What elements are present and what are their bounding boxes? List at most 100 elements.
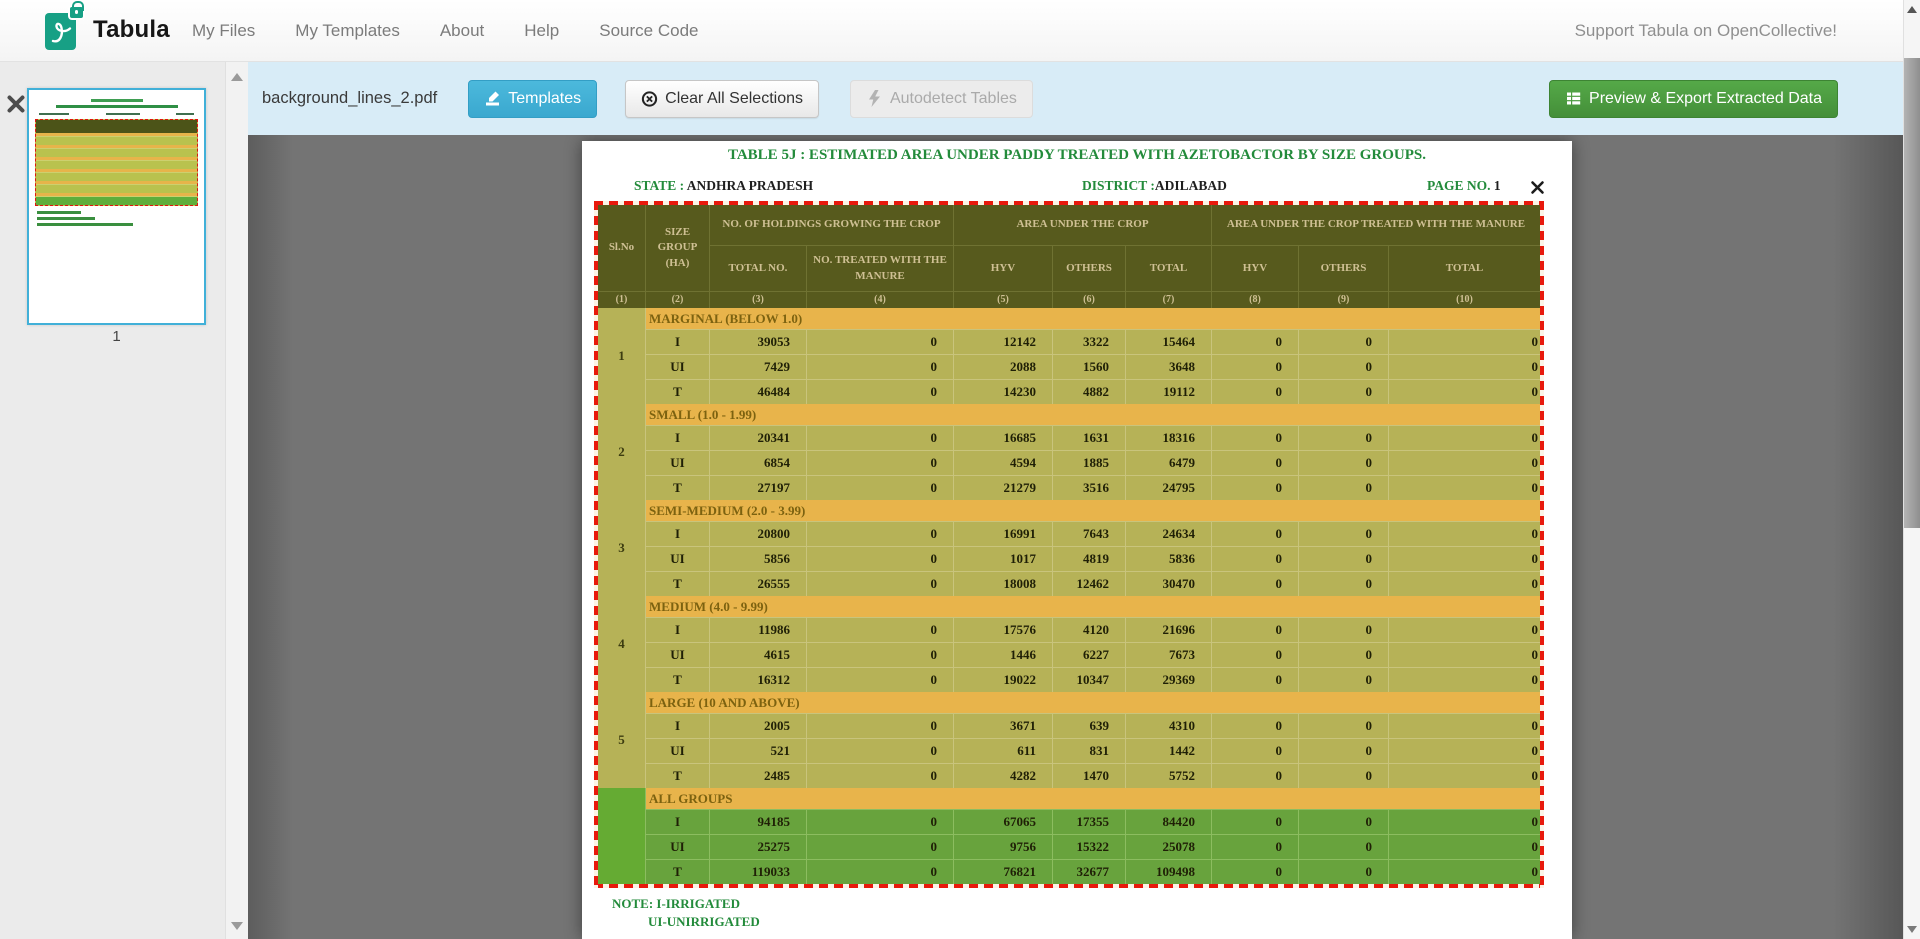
header-cell: Sl.No — [598, 205, 645, 291]
section-band: MEDIUM (4.0 - 9.99) — [646, 596, 1540, 617]
thumb-rows — [36, 136, 197, 145]
data-cell: 0 — [807, 380, 953, 404]
nav-item-source-code[interactable]: Source Code — [599, 21, 699, 40]
data-cell: 20341 — [710, 426, 806, 450]
thumb-rows — [36, 196, 197, 205]
browser-scrollbar[interactable] — [1903, 0, 1920, 939]
data-cell: 15322 — [1053, 835, 1125, 859]
table-group: 2 SMALL (1.0 - 1.99) I 20341 0 16685 1631 18316… — [598, 404, 1540, 500]
data-cell: 0 — [1299, 643, 1388, 667]
data-cell: 5856 — [710, 547, 806, 571]
data-cell: 0 — [1212, 835, 1298, 859]
templates-button[interactable]: Templates — [468, 79, 598, 118]
thumb-notes — [37, 211, 204, 226]
section-band: LARGE (10 AND ABOVE) — [646, 692, 1540, 713]
data-cell: 0 — [1389, 476, 1540, 500]
data-cell: 0 — [1212, 572, 1298, 596]
data-cell: 21279 — [954, 476, 1052, 500]
row-type-cell: I — [646, 618, 709, 642]
pdf-meta-line: STATE : ANDHRA PRADESH DISTRICT :ADILABA… — [582, 178, 1572, 196]
thumb-rows — [36, 172, 197, 181]
data-cell: 7643 — [1053, 522, 1125, 546]
page-thumbnail[interactable] — [27, 88, 206, 325]
data-cell: 0 — [1389, 739, 1540, 763]
col-number-cell: (8) — [1212, 292, 1298, 308]
data-cell: 25275 — [710, 835, 806, 859]
table-list-icon — [1565, 90, 1582, 107]
brand-link[interactable]: Tabula — [45, 1, 170, 51]
data-cell: 10347 — [1053, 668, 1125, 692]
delete-selection-button[interactable] — [1530, 180, 1546, 196]
nav-item-my-files[interactable]: My Files — [192, 21, 256, 40]
header-cell: OTHERS — [1299, 246, 1388, 291]
data-cell: 0 — [1299, 330, 1388, 354]
thumb-section-band — [36, 169, 197, 172]
data-cell: 0 — [1389, 572, 1540, 596]
header-cell: TOTAL — [1389, 246, 1540, 291]
clear-all-selections-label: Clear All Selections — [665, 89, 803, 107]
scroll-down-icon[interactable] — [231, 922, 243, 930]
data-cell: 1631 — [1053, 426, 1125, 450]
clear-all-selections-button[interactable]: Clear All Selections — [625, 79, 819, 118]
table-body: 1 MARGINAL (BELOW 1.0) I 39053 0 12142 3322 154… — [598, 308, 1540, 884]
col-number-cell: (1) — [598, 292, 645, 308]
slno-cell: 4 — [598, 596, 645, 692]
support-link[interactable]: Support Tabula on OpenCollective! — [1574, 21, 1837, 40]
data-cell: 27197 — [710, 476, 806, 500]
scroll-down-icon[interactable] — [1907, 926, 1917, 933]
data-cell: 24634 — [1126, 522, 1211, 546]
remove-page-button[interactable] — [6, 94, 26, 114]
data-cell: 20800 — [710, 522, 806, 546]
data-cell: 0 — [1389, 714, 1540, 738]
sidebar-scrollbar[interactable] — [225, 62, 248, 939]
nav-item-my-templates[interactable]: My Templates — [295, 21, 400, 40]
data-cell: 39053 — [710, 330, 806, 354]
scrollbar-thumb[interactable] — [1904, 58, 1920, 528]
data-cell: 0 — [1299, 860, 1388, 884]
scroll-up-icon[interactable] — [1907, 6, 1917, 13]
thumb-section-band — [36, 145, 197, 148]
row-type-cell: UI — [646, 547, 709, 571]
row-type-cell: I — [646, 330, 709, 354]
row-type-cell: UI — [646, 355, 709, 379]
data-cell: 30470 — [1126, 572, 1211, 596]
data-cell: 0 — [1212, 810, 1298, 834]
data-cell: 0 — [807, 572, 953, 596]
data-cell: 6854 — [710, 451, 806, 475]
data-cell: 2088 — [954, 355, 1052, 379]
autodetect-tables-button: Autodetect Tables — [849, 79, 1033, 118]
data-cell: 5752 — [1126, 764, 1211, 788]
slno-cell — [598, 788, 645, 884]
data-cell: 67065 — [954, 810, 1052, 834]
row-type-cell: I — [646, 714, 709, 738]
thumb-section-band — [36, 157, 197, 160]
data-cell: 0 — [1212, 739, 1298, 763]
thumb-rows — [36, 184, 197, 193]
data-cell: 4615 — [710, 643, 806, 667]
data-cell: 0 — [1212, 618, 1298, 642]
section-band: SMALL (1.0 - 1.99) — [646, 404, 1540, 425]
header-cell: HYV — [1212, 246, 1298, 291]
header-cell: NO. OF HOLDINGS GROWING THE CROP — [710, 205, 953, 245]
thumb-meta-line — [39, 113, 194, 115]
table-group: 5 LARGE (10 AND ABOVE) I 2005 0 3671 639 4310 0 0… — [598, 692, 1540, 788]
data-cell: 12462 — [1053, 572, 1125, 596]
scroll-up-icon[interactable] — [231, 73, 243, 81]
col-number-cell: (6) — [1053, 292, 1125, 308]
toolbar: background_lines_2.pdf Templates Clear A… — [248, 62, 1903, 135]
selection-box[interactable] — [594, 201, 1544, 888]
table-group: 1 MARGINAL (BELOW 1.0) I 39053 0 12142 3322 154… — [598, 308, 1540, 404]
data-cell: 0 — [1299, 668, 1388, 692]
data-cell: 3322 — [1053, 330, 1125, 354]
data-cell: 16312 — [710, 668, 806, 692]
nav-item-help[interactable]: Help — [524, 21, 560, 40]
data-cell: 7429 — [710, 355, 806, 379]
data-cell: 18316 — [1126, 426, 1211, 450]
section-band: SEMI-MEDIUM (2.0 - 3.99) — [646, 500, 1540, 521]
data-cell: 6227 — [1053, 643, 1125, 667]
data-cell: 11986 — [710, 618, 806, 642]
nav-item-about[interactable]: About — [439, 21, 485, 40]
preview-export-button[interactable]: Preview & Export Extracted Data — [1549, 79, 1838, 118]
header-cell: SIZE GROUP (HA) — [646, 205, 709, 291]
data-cell: 831 — [1053, 739, 1125, 763]
